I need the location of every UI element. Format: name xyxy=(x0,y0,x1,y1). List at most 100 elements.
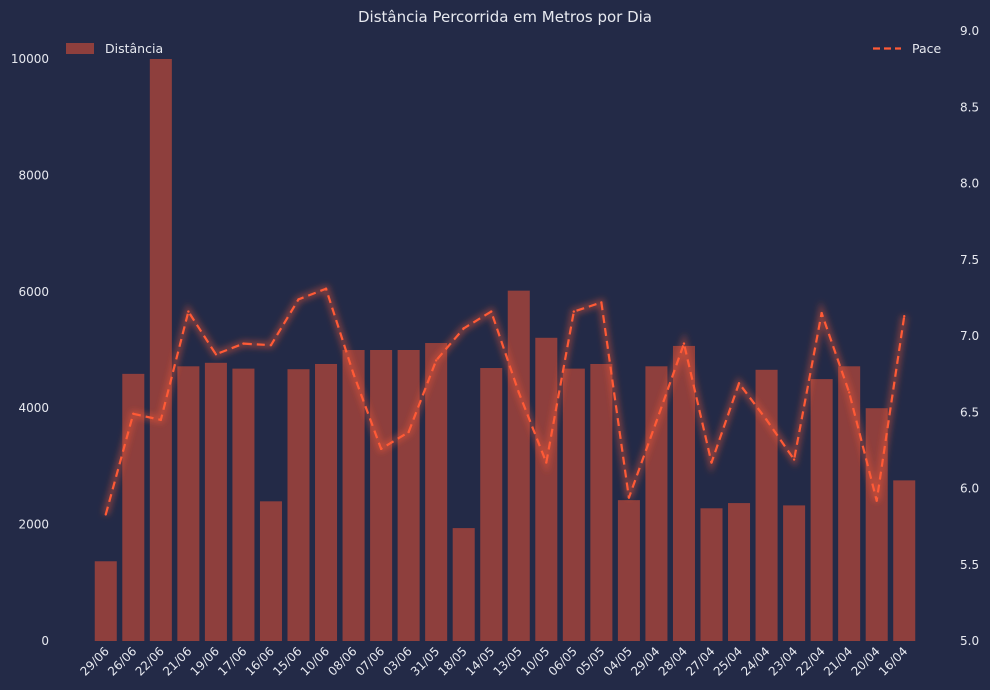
right-tick-label: 8.0 xyxy=(960,177,979,191)
x-tick-label: 17/06 xyxy=(215,644,249,678)
pace-point xyxy=(407,430,410,434)
x-tick-label: 27/04 xyxy=(683,644,717,678)
x-tick-label: 15/06 xyxy=(270,644,304,678)
pace-point xyxy=(187,310,190,313)
x-tick-label: 07/06 xyxy=(353,644,387,678)
pace-point xyxy=(269,343,273,347)
pace-point xyxy=(462,327,465,330)
x-tick-label: 31/05 xyxy=(408,644,442,678)
bar xyxy=(94,561,117,641)
bar xyxy=(838,366,861,641)
line-series-group xyxy=(102,284,908,516)
x-tick-label: 25/04 xyxy=(711,644,745,678)
left-axis-ticks: 0 2000 4000 6000 8000 10000 xyxy=(11,52,49,648)
x-tick-label: 03/06 xyxy=(380,644,414,678)
pace-point xyxy=(242,342,245,345)
bar xyxy=(287,369,310,641)
pace-point xyxy=(600,301,603,304)
left-tick-label: 0 xyxy=(41,634,49,648)
bar xyxy=(672,345,695,641)
pace-point xyxy=(792,458,796,461)
pace-point xyxy=(517,391,520,394)
bar xyxy=(507,290,530,641)
x-tick-label: 21/04 xyxy=(821,644,855,678)
x-tick-label: 29/04 xyxy=(628,644,662,678)
x-tick-label: 16/06 xyxy=(243,644,277,678)
right-tick-label: 6.5 xyxy=(960,405,979,419)
pace-point xyxy=(434,359,438,362)
bar xyxy=(810,379,833,641)
pace-point xyxy=(104,513,107,516)
x-tick-label: 14/05 xyxy=(463,644,497,678)
x-tick-label: 08/06 xyxy=(325,644,359,678)
pace-point xyxy=(545,461,548,464)
bar xyxy=(480,368,503,641)
pace-point xyxy=(379,447,383,451)
pace-point xyxy=(820,311,823,315)
left-tick-label: 4000 xyxy=(18,401,49,415)
bar xyxy=(342,350,365,641)
pace-point xyxy=(655,420,658,423)
right-tick-label: 8.5 xyxy=(960,100,979,114)
pace-point xyxy=(682,342,686,345)
x-tick-label: 26/06 xyxy=(105,644,139,678)
pace-point xyxy=(903,314,906,318)
x-tick-label: 13/05 xyxy=(491,644,525,678)
x-tick-label: 16/04 xyxy=(876,644,910,678)
left-tick-label: 8000 xyxy=(18,168,49,182)
x-tick-label: 19/06 xyxy=(188,644,222,678)
bar xyxy=(617,500,640,641)
x-tick-label: 29/06 xyxy=(78,644,112,678)
x-tick-label: 06/05 xyxy=(546,644,580,678)
pace-point xyxy=(572,310,576,313)
x-tick-label: 04/05 xyxy=(601,644,635,678)
left-tick-label: 6000 xyxy=(18,285,49,299)
legend-label-pace: Pace xyxy=(912,41,942,56)
right-tick-label: 7.0 xyxy=(960,329,979,343)
bar xyxy=(893,480,916,641)
right-tick-label: 5.5 xyxy=(960,558,979,572)
pace-point xyxy=(737,382,741,385)
bar xyxy=(535,337,558,641)
x-tick-label: 18/05 xyxy=(435,644,469,678)
x-tick-label: 22/04 xyxy=(793,644,827,678)
x-tick-label: 20/04 xyxy=(848,644,882,678)
legend-label-distancia: Distância xyxy=(105,41,163,56)
bar xyxy=(315,363,338,641)
bar xyxy=(425,343,448,641)
bar-series-group xyxy=(94,59,916,641)
bar xyxy=(397,350,420,641)
chart-title: Distância Percorrida em Metros por Dia xyxy=(358,8,652,26)
x-axis-ticks: 29/0626/0622/0621/0619/0617/0616/0615/06… xyxy=(78,644,911,678)
bar xyxy=(177,366,200,641)
bar xyxy=(700,508,723,641)
x-tick-label: 05/05 xyxy=(573,644,607,678)
left-tick-label: 2000 xyxy=(18,518,49,532)
legend-pace: Pace xyxy=(873,41,942,56)
pace-point xyxy=(214,353,218,356)
pace-point xyxy=(297,298,300,301)
pace-point xyxy=(352,372,355,376)
legend-swatch-distancia xyxy=(66,43,94,54)
bar xyxy=(755,369,778,641)
x-tick-label: 28/04 xyxy=(656,644,690,678)
right-tick-label: 5.0 xyxy=(960,634,979,648)
pace-point xyxy=(159,418,163,422)
x-tick-label: 24/04 xyxy=(738,644,772,678)
bar xyxy=(232,368,255,641)
pace-point xyxy=(490,310,493,313)
x-tick-label: 10/05 xyxy=(518,644,552,678)
pace-line xyxy=(104,287,906,515)
x-tick-label: 23/04 xyxy=(766,644,800,678)
x-tick-label: 21/06 xyxy=(160,644,194,678)
pace-point xyxy=(324,287,328,290)
bar xyxy=(562,368,585,641)
bar xyxy=(259,501,282,641)
bar xyxy=(370,350,393,641)
bar xyxy=(728,503,751,641)
right-axis-ticks: 5.0 5.5 6.0 6.5 7.0 7.5 8.0 8.5 9.0 xyxy=(960,24,979,648)
right-tick-label: 9.0 xyxy=(960,24,979,38)
bar xyxy=(783,505,806,641)
